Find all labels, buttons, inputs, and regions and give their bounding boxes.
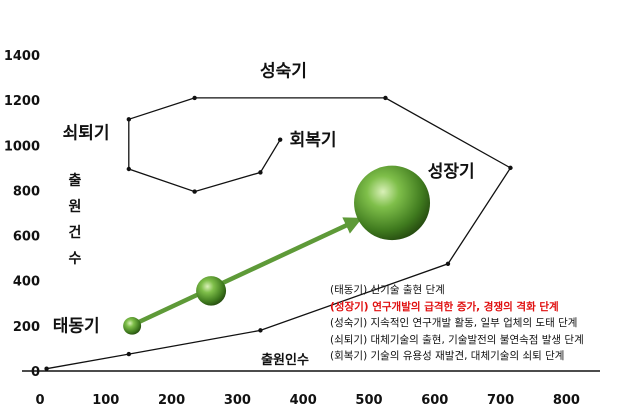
x-tick-label: 0 bbox=[35, 393, 44, 408]
growth-arrow bbox=[134, 217, 363, 326]
stage-bubble bbox=[123, 317, 142, 335]
y-tick-label: 200 bbox=[13, 320, 40, 335]
y-axis-label-char: 건 bbox=[69, 224, 82, 241]
legend-entry: (회복기) 기술의 유용성 재발견, 대체기술의 쇠퇴 단계 bbox=[330, 350, 565, 362]
data-point bbox=[258, 328, 263, 333]
x-tick-label: 200 bbox=[158, 393, 185, 408]
stage-label: 성장기 bbox=[428, 162, 475, 182]
stage-bubble bbox=[196, 276, 227, 306]
x-tick-label: 800 bbox=[553, 393, 580, 408]
y-tick-label: 1400 bbox=[4, 49, 40, 64]
x-tick-label: 400 bbox=[290, 393, 317, 408]
data-point bbox=[508, 165, 513, 171]
stage-label: 회복기 bbox=[290, 130, 337, 150]
y-tick-label: 400 bbox=[13, 275, 40, 290]
legend-entry: (성숙기) 지속적인 연구개발 활동, 일부 업체의 도태 단계 bbox=[330, 317, 578, 329]
legend-entry: (태동기) 신기술 출현 단계 bbox=[330, 284, 445, 296]
data-point bbox=[126, 351, 132, 357]
y-tick-label: 0 bbox=[31, 365, 40, 380]
x-tick-label: 600 bbox=[421, 393, 448, 408]
legend: (태동기) 신기술 출현 단계 (성장기) 연구개발의 급격한 증가, 경쟁의 격… bbox=[330, 282, 635, 365]
data-point bbox=[277, 137, 283, 142]
x-axis-label: 출원인수 bbox=[261, 352, 309, 368]
data-point bbox=[44, 366, 49, 371]
stage-bubble bbox=[354, 165, 431, 241]
data-point bbox=[192, 189, 197, 194]
data-point bbox=[126, 166, 132, 172]
x-tick-label: 700 bbox=[487, 393, 514, 408]
data-point bbox=[192, 95, 197, 101]
legend-entry: (성장기) 연구개발의 급격한 증가, 경쟁의 격화 단계 bbox=[330, 300, 559, 313]
series-line bbox=[46, 97, 512, 370]
x-tick-label: 300 bbox=[224, 393, 251, 408]
stage-label: 성숙기 bbox=[260, 61, 307, 81]
x-tick-label: 100 bbox=[92, 393, 119, 408]
x-tick-label: 500 bbox=[355, 393, 382, 408]
data-point bbox=[445, 261, 451, 266]
y-tick-label: 800 bbox=[13, 184, 40, 199]
data-point bbox=[258, 170, 263, 175]
stage-label: 태동기 bbox=[53, 317, 100, 337]
y-axis-label-char: 출 bbox=[69, 172, 82, 189]
y-tick-label: 600 bbox=[13, 230, 40, 245]
y-axis-label-char: 원 bbox=[69, 199, 82, 215]
y-tick-label: 1000 bbox=[4, 139, 40, 154]
stage-label: 쇠퇴기 bbox=[63, 124, 110, 144]
data-point bbox=[126, 117, 132, 122]
legend-entry: (쇠퇴기) 대체기술의 출현, 기술발전의 불연속점 발생 단계 bbox=[330, 333, 584, 346]
y-tick-label: 1200 bbox=[4, 94, 40, 109]
y-axis-label-char: 수 bbox=[69, 251, 82, 267]
data-point bbox=[383, 95, 388, 101]
